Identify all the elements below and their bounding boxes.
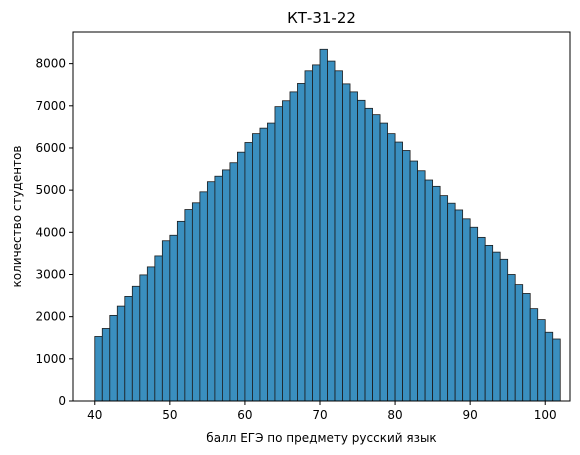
histogram-bar: [304, 70, 313, 402]
histogram-bar: [312, 64, 321, 402]
histogram-bar: [507, 274, 516, 402]
histogram-bar: [484, 244, 494, 402]
histogram-bar: [544, 331, 554, 402]
x-tick-label: 70: [312, 408, 327, 422]
y-tick-label: 5000: [35, 183, 66, 197]
y-tick-label: 3000: [35, 267, 66, 281]
histogram-bar: [169, 234, 178, 402]
histogram-bar: [222, 169, 231, 402]
histogram-bar: [274, 106, 283, 402]
histogram-bar: [409, 160, 418, 402]
histogram-bar: [372, 114, 381, 402]
y-tick-label: 4000: [35, 225, 66, 239]
x-axis-ticks: 40 50 60 70 80 90 100: [87, 401, 557, 422]
x-tick-label: 60: [237, 408, 252, 422]
y-axis-label: количество студентов: [10, 146, 24, 288]
histogram-bar: [349, 91, 358, 402]
histogram-bar: [432, 185, 441, 402]
histogram-bar: [94, 336, 103, 402]
x-tick-label: 90: [463, 408, 478, 422]
histogram-bar: [522, 293, 531, 402]
histogram-bar: [454, 209, 464, 402]
histogram-bar: [477, 236, 486, 402]
y-tick-label: 7000: [35, 99, 66, 113]
histogram-bar: [319, 48, 328, 402]
histogram-bar: [146, 266, 156, 402]
y-tick-label: 6000: [35, 141, 66, 155]
histogram-bar: [161, 240, 171, 402]
histogram-bar: [116, 305, 126, 402]
histogram-bar: [297, 83, 306, 402]
histogram-bar: [101, 328, 111, 402]
bars-group: [94, 48, 561, 402]
histogram-bar: [424, 179, 434, 402]
x-tick-label: 100: [534, 408, 557, 422]
histogram-bar: [462, 218, 471, 402]
histogram-bar: [492, 251, 501, 402]
histogram-bar: [289, 91, 298, 402]
y-tick-label: 1000: [35, 352, 66, 366]
histogram-bar: [109, 314, 118, 402]
histogram-bar: [154, 255, 163, 402]
histogram-bar: [252, 133, 261, 402]
histogram-bar: [282, 100, 291, 402]
histogram-bar: [229, 162, 238, 402]
histogram-bar: [176, 220, 186, 402]
histogram-bar: [379, 122, 388, 402]
histogram-bar: [131, 285, 141, 402]
histogram-bar: [499, 258, 509, 402]
histogram-bar: [199, 191, 208, 402]
histogram-bar: [469, 226, 479, 402]
histogram-bar: [342, 83, 351, 402]
y-axis-ticks: 0 1000 2000 3000 4000 5000 6000 7000 8000: [35, 57, 73, 408]
histogram-bar: [529, 308, 539, 402]
plot-frame: [72, 31, 571, 402]
histogram-bar: [402, 150, 411, 402]
y-tick-label: 8000: [35, 57, 66, 71]
histogram-bar: [191, 202, 201, 402]
histogram-bar: [244, 142, 253, 402]
y-tick-label: 2000: [35, 310, 66, 324]
histogram-bar: [259, 127, 268, 402]
histogram-bar: [267, 122, 276, 402]
chart-title: КТ-31-22: [287, 9, 356, 27]
histogram-bar: [237, 151, 246, 402]
histogram-bar: [206, 181, 216, 402]
histogram-bar: [124, 296, 133, 402]
histogram-bar: [327, 60, 336, 402]
histogram-bar: [214, 175, 223, 402]
histogram-bar: [514, 284, 524, 402]
histogram-bar: [417, 170, 426, 402]
histogram-bar: [139, 274, 148, 402]
x-tick-label: 40: [87, 408, 102, 422]
histogram-bar: [552, 338, 561, 402]
histogram-bar: [184, 209, 193, 402]
y-tick-label: 0: [58, 394, 66, 408]
histogram-bar: [364, 107, 373, 402]
histogram-bar: [537, 319, 546, 402]
x-tick-label: 50: [162, 408, 177, 422]
histogram-bar: [387, 133, 396, 402]
histogram-bar: [357, 99, 366, 402]
histogram-bar: [439, 195, 449, 402]
x-axis-label: балл ЕГЭ по предмету русский язык: [206, 431, 436, 445]
histogram-bar: [334, 70, 343, 402]
x-tick-label: 80: [387, 408, 402, 422]
histogram-bar: [447, 202, 456, 402]
histogram-bar: [394, 141, 403, 402]
